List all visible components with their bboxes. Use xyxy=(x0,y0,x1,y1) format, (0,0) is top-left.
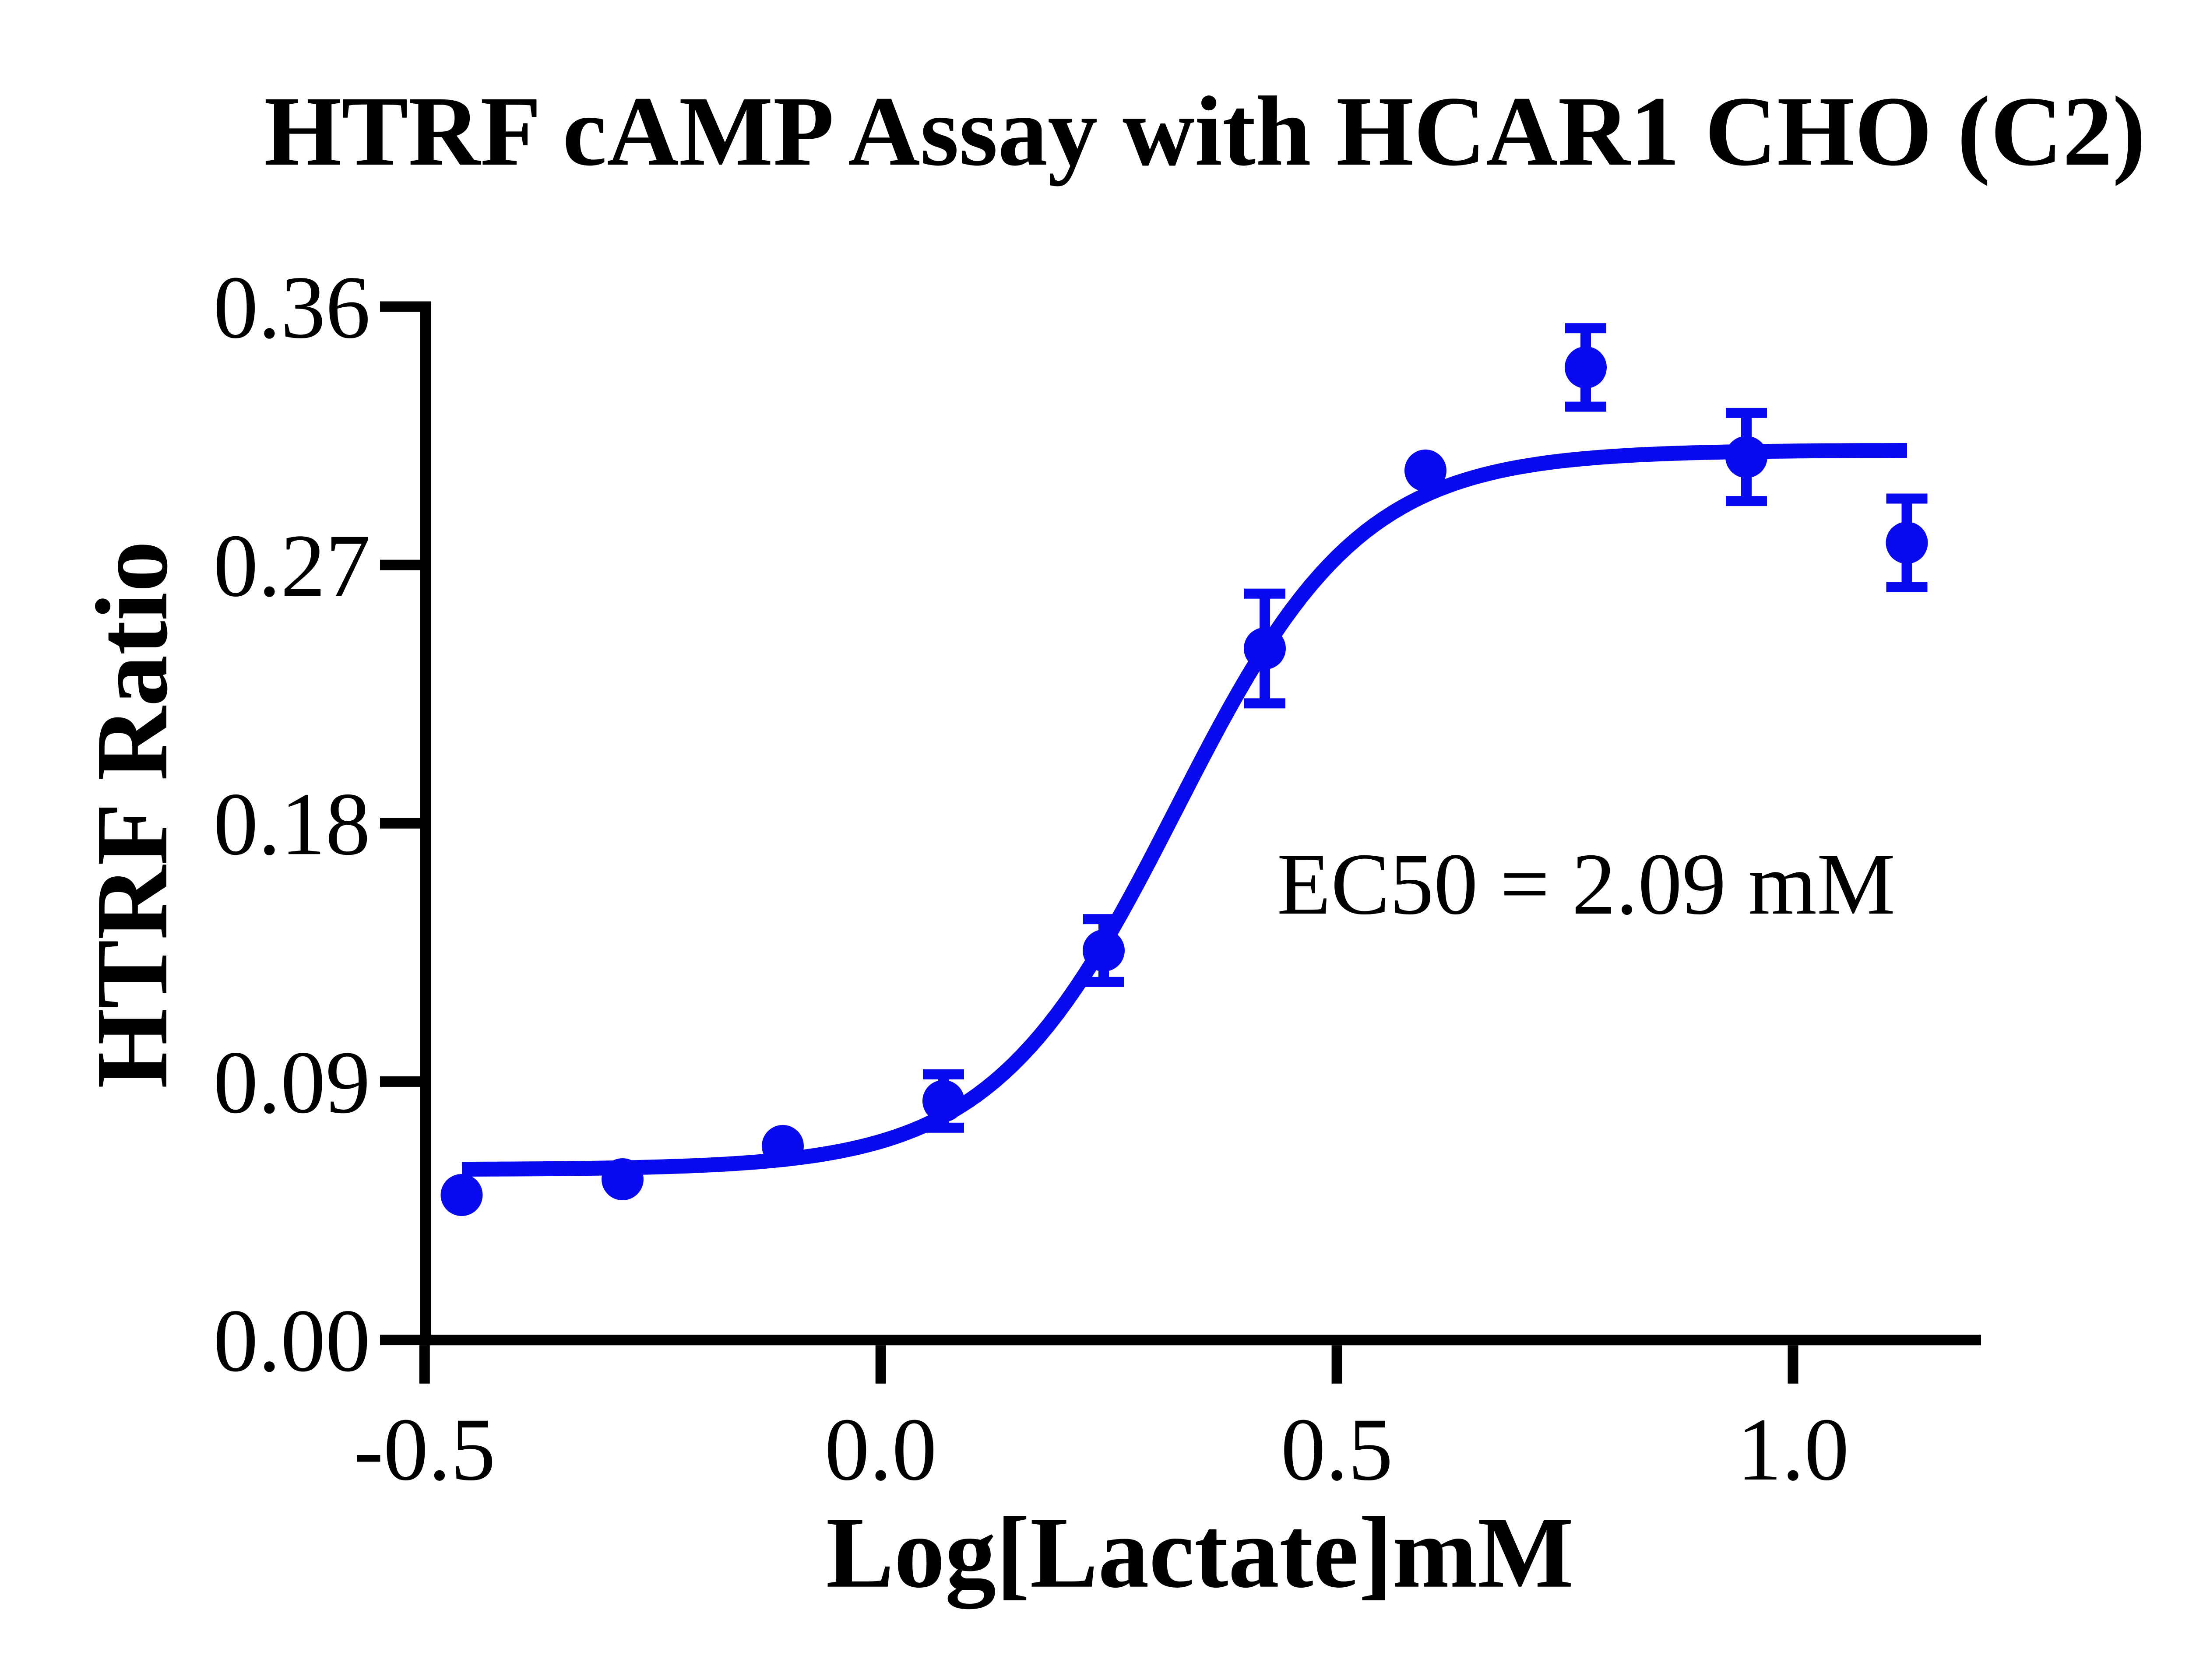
svg-text:0.36: 0.36 xyxy=(213,258,370,357)
svg-text:Log[Lactate]mM: Log[Lactate]mM xyxy=(826,1496,1574,1610)
svg-text:0.09: 0.09 xyxy=(213,1033,370,1132)
svg-text:1.0: 1.0 xyxy=(1737,1400,1849,1499)
svg-text:0.00: 0.00 xyxy=(213,1291,370,1391)
svg-text:-0.5: -0.5 xyxy=(354,1400,496,1499)
svg-text:0.5: 0.5 xyxy=(1281,1400,1393,1499)
svg-text:HTRF Ratio: HTRF Ratio xyxy=(75,541,189,1088)
svg-text:HTRF cAMP Assay with HCAR1 CHO: HTRF cAMP Assay with HCAR1 CHO (C2) xyxy=(264,76,2146,186)
svg-text:0.27: 0.27 xyxy=(213,516,370,615)
svg-text:0.18: 0.18 xyxy=(213,774,370,874)
svg-text:EC50 = 2.09 mM: EC50 = 2.09 mM xyxy=(1277,835,1895,933)
svg-text:0.0: 0.0 xyxy=(825,1400,937,1499)
